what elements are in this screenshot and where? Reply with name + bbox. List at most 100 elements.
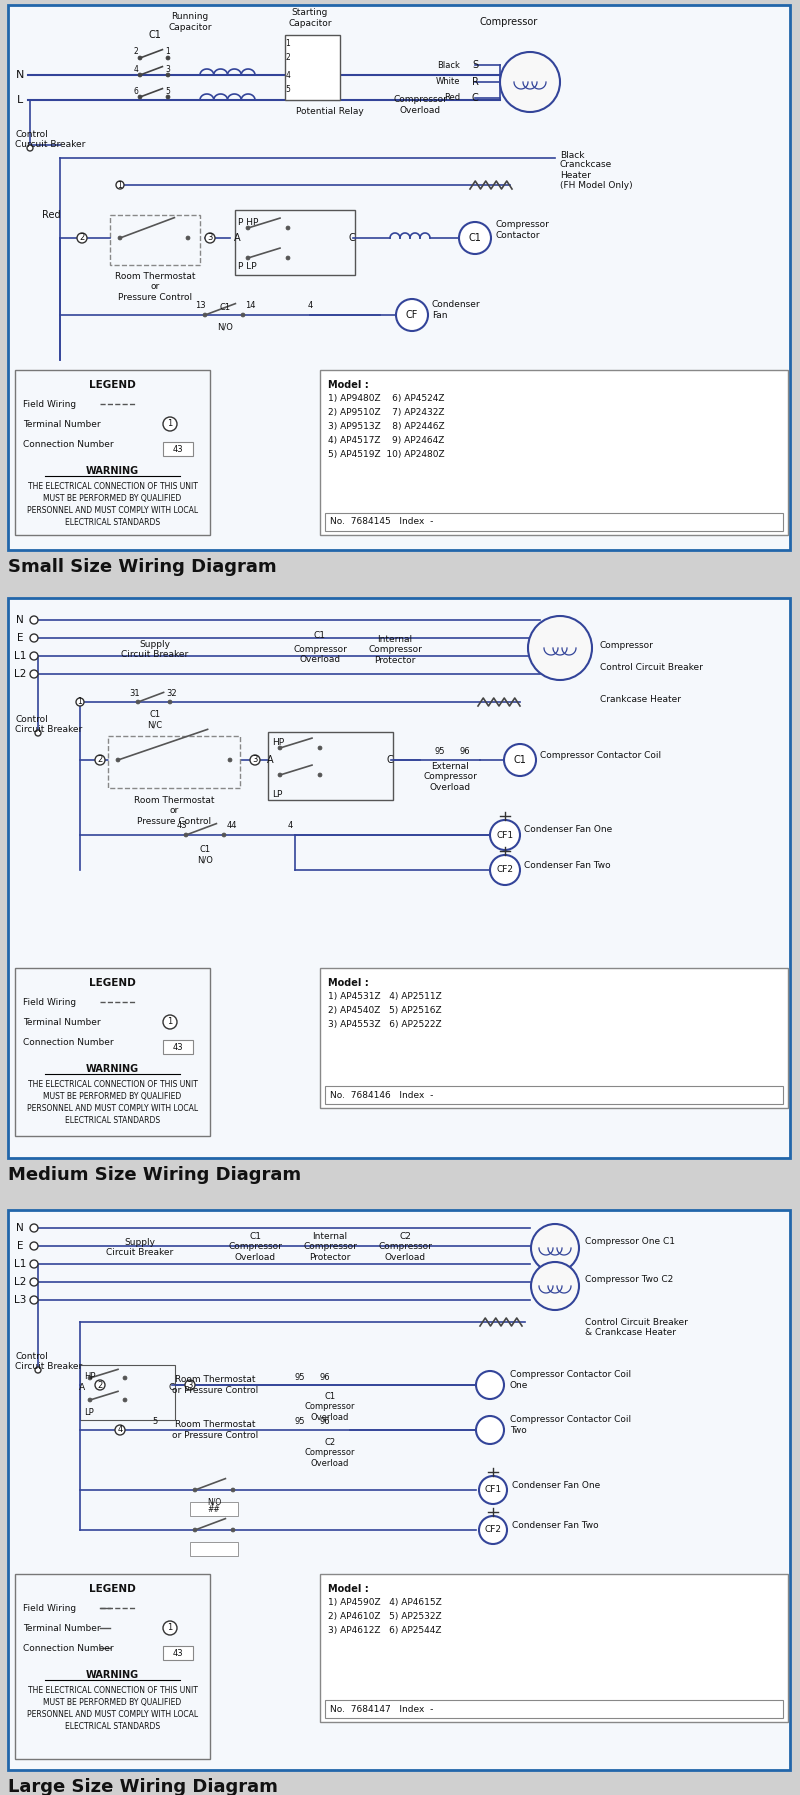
Bar xyxy=(163,1039,193,1054)
Bar xyxy=(320,370,788,535)
Circle shape xyxy=(193,1488,197,1492)
Text: 3) AP4553Z   6) AP2522Z: 3) AP4553Z 6) AP2522Z xyxy=(328,1020,442,1029)
Text: No.  7684145   Index  -: No. 7684145 Index - xyxy=(330,517,434,526)
Text: 32: 32 xyxy=(166,689,178,698)
Text: Compressor Contactor Coil: Compressor Contactor Coil xyxy=(540,750,661,759)
Text: Terminal Number: Terminal Number xyxy=(23,1018,101,1027)
Text: PERSONNEL AND MUST COMPLY WITH LOCAL: PERSONNEL AND MUST COMPLY WITH LOCAL xyxy=(27,1711,198,1720)
Text: Compressor Two C2: Compressor Two C2 xyxy=(585,1276,674,1285)
Circle shape xyxy=(228,757,232,763)
Text: 4) AP4517Z    9) AP2464Z: 4) AP4517Z 9) AP2464Z xyxy=(328,436,444,445)
Text: HP: HP xyxy=(272,738,284,747)
Circle shape xyxy=(528,616,592,680)
Circle shape xyxy=(479,1517,507,1544)
Text: 5: 5 xyxy=(166,86,170,95)
Text: 13: 13 xyxy=(194,300,206,309)
Text: Connection Number: Connection Number xyxy=(23,1644,114,1653)
Text: Terminal Number: Terminal Number xyxy=(23,420,101,429)
Circle shape xyxy=(193,1528,197,1531)
Circle shape xyxy=(490,854,520,885)
Text: External
Compressor
Overload: External Compressor Overload xyxy=(423,763,477,792)
Text: 5: 5 xyxy=(286,86,290,95)
Text: 2: 2 xyxy=(134,47,138,56)
Circle shape xyxy=(222,833,226,836)
Text: Potential Relay: Potential Relay xyxy=(296,108,364,117)
Text: C1: C1 xyxy=(514,756,526,765)
Text: Room Thermostat
or
Pressure Control: Room Thermostat or Pressure Control xyxy=(114,273,195,302)
Bar xyxy=(15,370,210,535)
Text: L2: L2 xyxy=(14,670,26,679)
Text: Room Thermostat
or Pressure Control: Room Thermostat or Pressure Control xyxy=(172,1420,258,1440)
Circle shape xyxy=(250,756,260,765)
Circle shape xyxy=(30,1296,38,1303)
Circle shape xyxy=(241,312,245,318)
Circle shape xyxy=(205,233,215,242)
Text: Control Circuit Breaker: Control Circuit Breaker xyxy=(600,664,703,673)
Circle shape xyxy=(500,52,560,111)
Text: Crankcase Heater: Crankcase Heater xyxy=(600,695,681,704)
Text: Supply
Circuit Breaker: Supply Circuit Breaker xyxy=(122,641,189,659)
Circle shape xyxy=(531,1224,579,1273)
Circle shape xyxy=(531,1262,579,1310)
Bar xyxy=(15,968,210,1136)
Circle shape xyxy=(136,700,140,704)
Text: 6: 6 xyxy=(134,86,138,95)
Text: Field Wiring: Field Wiring xyxy=(23,998,76,1007)
Text: Red: Red xyxy=(444,93,460,102)
Text: C: C xyxy=(349,233,355,242)
Text: WARNING: WARNING xyxy=(86,467,139,476)
Text: Compressor One C1: Compressor One C1 xyxy=(585,1237,675,1246)
Circle shape xyxy=(286,257,290,260)
Text: 2: 2 xyxy=(98,1380,102,1389)
Circle shape xyxy=(30,1260,38,1267)
Text: C1
Compressor
Overload: C1 Compressor Overload xyxy=(228,1231,282,1262)
Circle shape xyxy=(318,747,322,750)
Circle shape xyxy=(490,820,520,851)
Bar xyxy=(325,1086,783,1104)
Text: Compressor Contactor Coil
Two: Compressor Contactor Coil Two xyxy=(510,1414,631,1434)
Text: THE ELECTRICAL CONNECTION OF THIS UNIT: THE ELECTRICAL CONNECTION OF THIS UNIT xyxy=(27,1686,198,1694)
Circle shape xyxy=(504,743,536,775)
Circle shape xyxy=(138,95,142,99)
Circle shape xyxy=(115,1425,125,1434)
Circle shape xyxy=(30,1278,38,1285)
Text: 1: 1 xyxy=(286,38,290,47)
Text: 2: 2 xyxy=(79,233,85,242)
Text: PERSONNEL AND MUST COMPLY WITH LOCAL: PERSONNEL AND MUST COMPLY WITH LOCAL xyxy=(27,506,198,515)
Circle shape xyxy=(166,56,170,59)
Circle shape xyxy=(30,634,38,643)
Circle shape xyxy=(476,1371,504,1398)
Text: L1: L1 xyxy=(14,1258,26,1269)
Text: PERSONNEL AND MUST COMPLY WITH LOCAL: PERSONNEL AND MUST COMPLY WITH LOCAL xyxy=(27,1104,198,1113)
Text: R: R xyxy=(471,77,478,86)
Circle shape xyxy=(186,235,190,241)
Text: WARNING: WARNING xyxy=(86,1669,139,1680)
Circle shape xyxy=(479,1475,507,1504)
Text: Compressor Contactor Coil
One: Compressor Contactor Coil One xyxy=(510,1370,631,1389)
Bar xyxy=(320,968,788,1108)
Circle shape xyxy=(123,1398,127,1402)
Bar xyxy=(325,1700,783,1718)
Text: Black: Black xyxy=(560,151,585,160)
Text: 4: 4 xyxy=(286,70,290,79)
Text: Red: Red xyxy=(42,210,61,221)
Text: LP: LP xyxy=(272,790,282,799)
Circle shape xyxy=(231,1488,235,1492)
Text: CF1: CF1 xyxy=(485,1486,502,1495)
Text: CF1: CF1 xyxy=(497,831,514,840)
Circle shape xyxy=(30,1224,38,1231)
Text: C1: C1 xyxy=(314,630,326,639)
Bar xyxy=(108,736,240,788)
Text: Field Wiring: Field Wiring xyxy=(23,400,76,409)
Text: C2
Compressor
Overload: C2 Compressor Overload xyxy=(305,1438,355,1468)
Text: 14: 14 xyxy=(245,300,255,309)
Text: Connection Number: Connection Number xyxy=(23,1038,114,1046)
Text: 1: 1 xyxy=(118,181,122,190)
Text: P LP: P LP xyxy=(238,262,257,271)
Circle shape xyxy=(138,56,142,59)
Text: 95: 95 xyxy=(294,1418,306,1427)
Text: 1: 1 xyxy=(167,1623,173,1632)
Text: LEGEND: LEGEND xyxy=(89,1583,136,1594)
Text: 44: 44 xyxy=(226,822,238,831)
Circle shape xyxy=(35,1368,41,1373)
